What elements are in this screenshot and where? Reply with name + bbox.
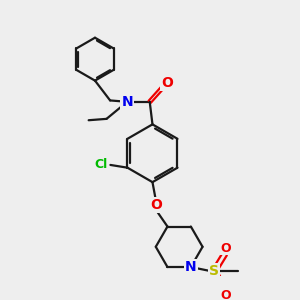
Text: N: N: [122, 95, 133, 109]
Text: O: O: [221, 289, 231, 300]
Text: N: N: [185, 260, 197, 274]
Text: Cl: Cl: [95, 158, 108, 171]
Text: O: O: [150, 198, 162, 212]
Text: S: S: [209, 264, 219, 278]
Text: O: O: [221, 242, 231, 255]
Text: O: O: [161, 76, 173, 89]
